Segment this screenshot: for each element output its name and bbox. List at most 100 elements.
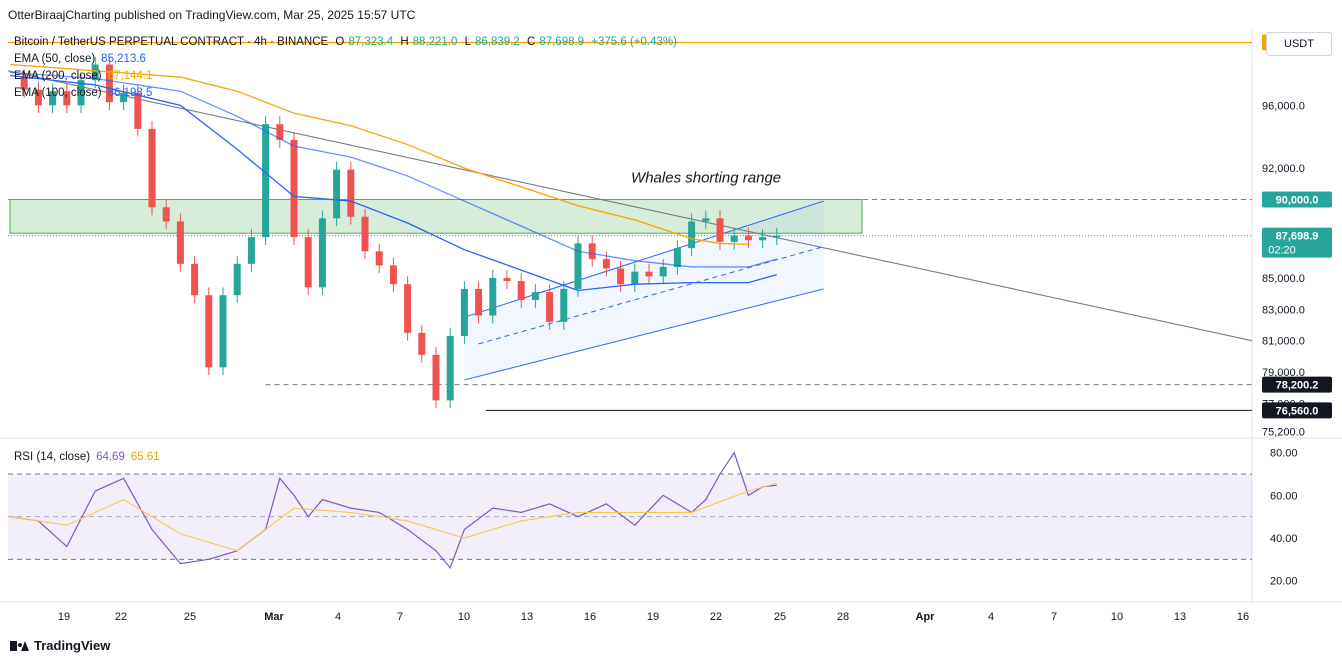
ohlc-open: 87,323.4: [348, 36, 394, 48]
legend-rsi-label: RSI (14, close): [14, 451, 91, 463]
legend-ema200-label: EMA (200, close): [14, 70, 102, 82]
tag-timer: 02:20: [1268, 245, 1296, 257]
candle-body-18: [262, 124, 270, 238]
tradingview-logo-text: TradingView: [34, 638, 111, 653]
rsi-line-0: [9, 451, 777, 570]
candle-body-48: [688, 221, 696, 249]
candle-body-24: [347, 169, 355, 217]
time-tick-6: 10: [458, 611, 470, 623]
candle-body-37: [531, 292, 539, 300]
publisher-line: OtterBiraajCharting published on Trading…: [8, 8, 416, 22]
candle-body-1: [20, 77, 28, 90]
legend-rsi[interactable]: RSI (14, close) 64.69 65.61: [14, 451, 160, 463]
currency-unit-button[interactable]: USDT: [1266, 32, 1332, 56]
descending-trendline: [7, 70, 1253, 342]
price-tick-0: 96,000.0: [1262, 100, 1305, 112]
legend-ema100[interactable]: EMA (100, close) 86,198.5: [14, 87, 152, 99]
rsi-line-1: [9, 482, 777, 552]
legend-ema100-label: EMA (100, close): [14, 87, 102, 99]
candle-body-26: [375, 251, 383, 266]
candle-body-29: [418, 332, 426, 355]
candle-body-35: [503, 277, 511, 282]
candle-body-32: [460, 288, 468, 336]
candle-body-20: [290, 139, 298, 238]
legend-ema50-value: 85,213.6: [101, 53, 146, 65]
candle-body-49: [702, 218, 710, 222]
tag-resistance: 90,000.0: [1276, 194, 1319, 206]
tradingview-logo-icon: [10, 640, 29, 651]
candle-body-36: [517, 281, 525, 300]
candle-body-4: [63, 91, 71, 106]
price-tick-1: 92,000.0: [1262, 163, 1305, 175]
tag-support1-bg: [1262, 376, 1332, 393]
ema-line-2: [9, 71, 777, 268]
candle-body-27: [389, 265, 397, 285]
candle-body-5: [77, 80, 85, 106]
candle-body-11: [162, 207, 170, 222]
ohlc-o-label: O: [335, 36, 345, 48]
time-tick-11: 25: [774, 611, 786, 623]
time-tick-15: 7: [1051, 611, 1057, 623]
candle-body-19: [276, 124, 284, 140]
legend-ema200[interactable]: EMA (200, close) 87,144.1: [14, 70, 152, 82]
ema-line-1: [9, 63, 749, 245]
time-tick-17: 13: [1174, 611, 1186, 623]
candle-body-7: [105, 64, 113, 103]
time-tick-13: Apr: [916, 611, 936, 623]
time-tick-9: 19: [647, 611, 659, 623]
ohlc-close: 87,698.9: [539, 36, 585, 48]
ohlc-low: 86,839.2: [475, 36, 520, 48]
candle-body-6: [91, 64, 99, 81]
time-tick-3: Mar: [264, 611, 284, 623]
candle-body-40: [574, 243, 582, 289]
candle-body-53: [759, 237, 767, 241]
candle-body-16: [233, 263, 241, 296]
rsi-tick-3: 20.00: [1270, 576, 1298, 588]
candle-body-44: [631, 271, 639, 285]
channel-mid: [478, 246, 824, 345]
candle-body-33: [475, 288, 483, 316]
candle-body-2: [34, 89, 42, 106]
candle-body-54: [773, 235, 781, 238]
time-tick-7: 13: [521, 611, 533, 623]
candle-body-15: [219, 295, 227, 368]
rsi-tick-2: 40.00: [1270, 533, 1298, 545]
time-tick-12: 28: [837, 611, 849, 623]
ohlc-c-label: C: [527, 36, 536, 48]
whales-zone-label: Whales shorting range: [631, 169, 781, 186]
candle-body-34: [489, 277, 497, 316]
candle-body-25: [361, 216, 369, 252]
tag-resistance-bg: [1262, 191, 1332, 208]
candle-body-22: [318, 218, 326, 288]
time-tick-5: 7: [397, 611, 403, 623]
symbol-line: Bitcoin / TetherUS PERPETUAL CONTRACT · …: [14, 36, 329, 48]
candle-body-43: [617, 268, 625, 285]
candle-body-9: [134, 92, 142, 129]
time-tick-18: 16: [1237, 611, 1249, 623]
tag-support2: 76,560.0: [1276, 405, 1319, 417]
price-tick-2: 85,000.0: [1262, 273, 1305, 285]
legend-ema200-value: 87,144.1: [107, 70, 153, 82]
candle-body-46: [659, 266, 667, 277]
legend-ema100-value: 86,198.5: [107, 87, 153, 99]
tag-support1: 78,200.2: [1276, 380, 1319, 392]
time-tick-2: 25: [184, 611, 196, 623]
symbol-header: Bitcoin / TetherUS PERPETUAL CONTRACT · …: [14, 36, 681, 48]
tag-last-bg: [1262, 227, 1332, 258]
candle-body-8: [120, 92, 128, 103]
candle-body-31: [446, 336, 454, 401]
candle-body-51: [730, 235, 738, 242]
candle-body-42: [602, 259, 610, 269]
time-tick-1: 22: [115, 611, 127, 623]
candle-body-41: [588, 243, 596, 260]
candle-body-12: [176, 221, 184, 264]
price-tick-5: 79,000.0: [1262, 367, 1305, 379]
legend-ema50[interactable]: EMA (50, close) 85,213.6: [14, 53, 146, 65]
tradingview-logo[interactable]: TradingView: [10, 638, 110, 653]
candle-body-30: [432, 354, 440, 401]
candle-body-21: [304, 237, 312, 288]
legend-rsi-value: 64.69: [96, 451, 125, 463]
ema-line-0: [9, 74, 777, 292]
price-tick-4: 81,000.0: [1262, 336, 1305, 348]
